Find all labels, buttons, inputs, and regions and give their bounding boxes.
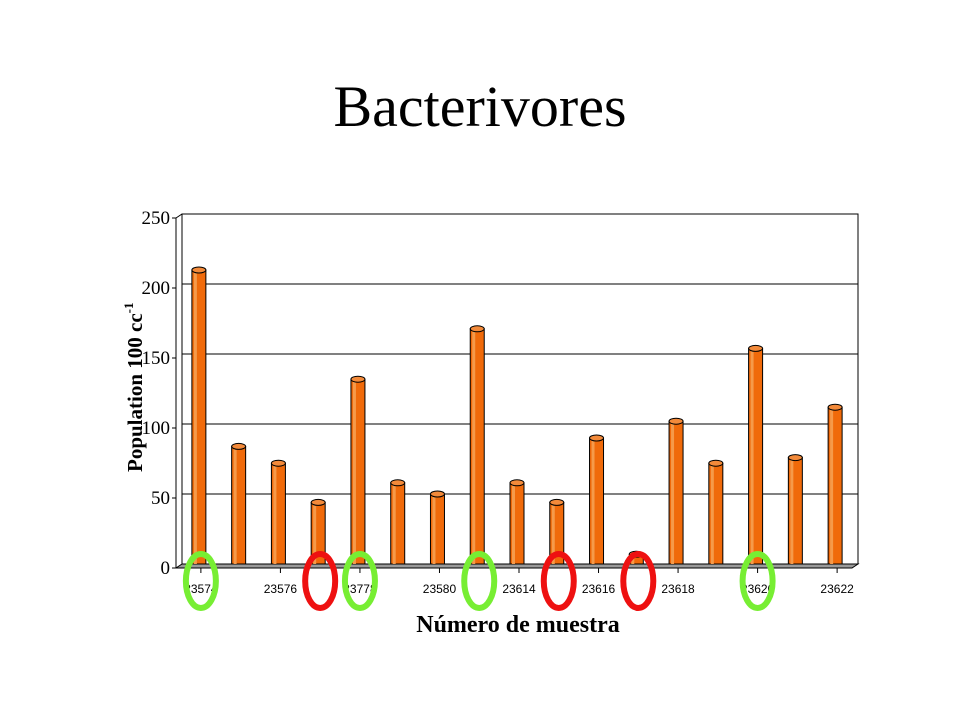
bar-highlight xyxy=(671,421,675,564)
bar xyxy=(509,479,525,565)
bar xyxy=(549,498,565,565)
x-tick-label: 23574 xyxy=(184,582,218,596)
bar-highlight xyxy=(710,463,714,564)
bar-highlight xyxy=(193,270,197,564)
bar-cap xyxy=(668,417,684,425)
bar-cap xyxy=(270,459,286,467)
bar-cap xyxy=(350,375,366,383)
bar-cap xyxy=(589,434,605,442)
bar-cap xyxy=(231,442,247,450)
bar-highlight xyxy=(750,348,754,564)
bar-highlight xyxy=(313,502,317,564)
bar xyxy=(748,344,764,565)
bar-cap xyxy=(827,403,843,411)
bar-highlight xyxy=(352,379,356,564)
green-circle xyxy=(739,551,776,611)
green-circle xyxy=(341,551,378,611)
bar-highlight xyxy=(472,328,476,564)
x-tick-label: 23580 xyxy=(423,582,457,596)
bar-highlight xyxy=(830,407,834,564)
y-tick-label: 250 xyxy=(142,208,171,229)
green-circle xyxy=(461,551,498,611)
x-tick-label: 23576 xyxy=(264,582,298,596)
red-circle xyxy=(302,551,339,611)
bar-cap xyxy=(310,498,326,506)
bar xyxy=(191,266,207,565)
x-tick-labels: 23574 23576 23778 23580 23614 23616 23618 23620… xyxy=(184,568,854,596)
y-tick-label: 150 xyxy=(142,348,171,369)
bar xyxy=(270,459,286,565)
bar xyxy=(350,375,366,565)
x-tick-label: 23614 xyxy=(502,582,536,596)
bar-highlight xyxy=(432,494,436,564)
bar-highlight xyxy=(790,457,794,564)
bar-highlight xyxy=(551,502,555,564)
bar-cap xyxy=(509,479,525,487)
x-tick-label: 23616 xyxy=(582,582,616,596)
bar xyxy=(231,442,247,565)
bar xyxy=(827,403,843,565)
y-axis-title-superscript: -1 xyxy=(121,302,136,313)
bar-highlight xyxy=(512,482,515,564)
axis-depth-line xyxy=(175,213,183,219)
red-circle xyxy=(620,551,657,611)
bar-cap xyxy=(708,459,724,467)
x-tick-label: 23778 xyxy=(343,582,377,596)
y-tick-label: 0 xyxy=(161,558,171,579)
bar-cap xyxy=(469,325,485,333)
bar-highlight xyxy=(273,463,277,564)
slide-title: Bacterivores xyxy=(333,74,627,139)
x-tick-label: 23618 xyxy=(661,582,695,596)
y-axis-title: Population 100 cc-1 xyxy=(121,302,147,472)
annotation-circles xyxy=(182,551,776,611)
bar-cap xyxy=(787,454,803,462)
bar xyxy=(787,454,803,565)
bar xyxy=(589,434,605,565)
bar-highlight xyxy=(392,482,396,564)
x-tick-label: 23622 xyxy=(820,582,854,596)
red-circle xyxy=(540,551,577,611)
bar xyxy=(310,498,326,565)
bar-cap xyxy=(748,344,764,352)
bar-cap xyxy=(429,490,445,498)
bar xyxy=(429,490,445,565)
bar-highlight xyxy=(233,446,237,564)
bars xyxy=(191,266,843,565)
floor xyxy=(174,563,860,569)
bar xyxy=(390,479,406,565)
y-tick-label: 100 xyxy=(142,418,171,439)
y-tick-label: 200 xyxy=(142,278,171,299)
green-circle xyxy=(182,551,219,611)
bar-highlight xyxy=(591,438,595,564)
y-tick-label: 50 xyxy=(151,488,170,509)
bar xyxy=(469,325,485,565)
bar-cap xyxy=(191,266,207,274)
bar xyxy=(668,417,684,565)
bar-cap xyxy=(549,498,565,506)
x-axis-title: Número de muestra xyxy=(416,612,620,638)
y-tick-labels: 0 50 100 150 200 250 xyxy=(142,208,176,579)
y-axis-title-text: Population 100 cc xyxy=(123,313,147,472)
bar xyxy=(708,459,724,565)
x-tick-label: 23620 xyxy=(741,582,775,596)
bar-cap xyxy=(390,479,406,487)
